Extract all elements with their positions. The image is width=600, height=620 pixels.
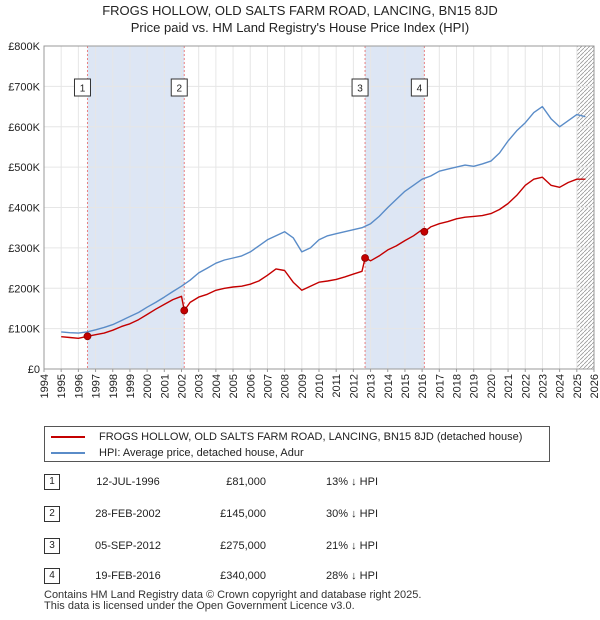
sale-point bbox=[420, 227, 429, 236]
x-tick-label: 2025 bbox=[572, 374, 584, 398]
x-tick-label: 2024 bbox=[555, 374, 567, 398]
price-chart: £0 £100K £200K £300K £400K £500K £600K £700K £80… bbox=[8, 41, 600, 398]
sale-number-badge: 4 bbox=[44, 568, 60, 584]
sale-price: £145,000 bbox=[220, 508, 266, 520]
x-tick-label: 2017 bbox=[434, 374, 446, 398]
sale-date: 05-SEP-2012 bbox=[94, 540, 162, 552]
sale-hpi-diff: 30% ↓ HPI bbox=[326, 508, 378, 520]
footer: Contains HM Land Registry data © Crown c… bbox=[44, 590, 421, 612]
x-tick-label: 1994 bbox=[39, 374, 51, 398]
legend-swatch-property bbox=[51, 436, 85, 438]
sale-marker-label: 4 bbox=[417, 84, 423, 95]
x-tick-label: 2026 bbox=[589, 374, 600, 398]
x-tick-label: 2018 bbox=[452, 374, 464, 398]
x-tick-label: 2006 bbox=[245, 374, 257, 398]
y-tick-label: £200K bbox=[8, 283, 40, 295]
x-tick-label: 1996 bbox=[73, 374, 85, 398]
chart-title: FROGS HOLLOW, OLD SALTS FARM ROAD, LANCI… bbox=[0, 2, 600, 36]
sale-date: 28-FEB-2002 bbox=[95, 508, 161, 520]
x-tick-label: 2001 bbox=[159, 374, 171, 398]
legend: FROGS HOLLOW, OLD SALTS FARM ROAD, LANCI… bbox=[44, 426, 550, 462]
chart-title-line1: FROGS HOLLOW, OLD SALTS FARM ROAD, LANCI… bbox=[102, 3, 498, 18]
sale-row: 1 12-JUL-1996 £81,000 13% ↓ HPI bbox=[44, 472, 564, 492]
x-tick-label: 2014 bbox=[383, 374, 395, 398]
y-tick-label: £800K bbox=[8, 41, 40, 53]
sale-row: 4 19-FEB-2016 £340,000 28% ↓ HPI bbox=[44, 566, 564, 586]
sale-hpi-diff: 13% ↓ HPI bbox=[326, 476, 378, 488]
x-tick-label: 2000 bbox=[142, 374, 154, 398]
chart-title-line2: Price paid vs. HM Land Registry's House … bbox=[130, 20, 470, 35]
x-tick-label: 2004 bbox=[211, 374, 223, 398]
x-tick-label: 2020 bbox=[486, 374, 498, 398]
sale-marker-badge: 3 bbox=[351, 78, 369, 97]
sale-date: 19-FEB-2016 bbox=[95, 570, 161, 582]
sale-price: £340,000 bbox=[220, 570, 266, 582]
x-tick-label: 1999 bbox=[125, 374, 137, 398]
y-tick-label: £400K bbox=[8, 203, 40, 215]
x-tick-label: 2007 bbox=[262, 374, 274, 398]
sale-hpi-diff: 28% ↓ HPI bbox=[326, 570, 378, 582]
x-tick-label: 2002 bbox=[177, 374, 189, 398]
sale-marker-box bbox=[351, 78, 369, 97]
y-tick-label: £700K bbox=[8, 81, 40, 93]
sale-hpi-diff: 21% ↓ HPI bbox=[326, 540, 378, 552]
x-tick-label: 2010 bbox=[314, 374, 326, 398]
x-tick-label: 2011 bbox=[331, 374, 343, 398]
y-tick-label: £100K bbox=[8, 324, 40, 336]
x-tick-label: 2012 bbox=[348, 374, 360, 398]
sale-price: £81,000 bbox=[226, 476, 266, 488]
sale-number-badge: 1 bbox=[44, 474, 60, 490]
y-tick-label: £600K bbox=[8, 122, 40, 134]
sale-row: 3 05-SEP-2012 £275,000 21% ↓ HPI bbox=[44, 536, 564, 556]
sale-point bbox=[361, 254, 369, 262]
sale-marker-badge: 1 bbox=[73, 78, 91, 97]
sale-marker-badge: 2 bbox=[170, 78, 188, 97]
x-tick-label: 2019 bbox=[469, 374, 481, 398]
legend-label-property: FROGS HOLLOW, OLD SALTS FARM ROAD, LANCI… bbox=[99, 431, 523, 443]
x-tick-label: 2009 bbox=[297, 374, 309, 398]
legend-label-hpi: HPI: Average price, detached house, Adur bbox=[99, 447, 304, 459]
x-tick-label: 2022 bbox=[520, 374, 532, 398]
sale-date: 12-JUL-1996 bbox=[96, 476, 160, 488]
sale-point bbox=[83, 332, 92, 341]
sale-marker-label: 2 bbox=[176, 84, 182, 95]
sale-marker-box bbox=[410, 78, 428, 97]
x-tick-label: 2021 bbox=[503, 374, 515, 398]
property-price-line bbox=[61, 176, 586, 339]
x-tick-label: 2015 bbox=[400, 374, 412, 398]
x-tick-label: 2003 bbox=[194, 374, 206, 398]
x-tick-label: 1997 bbox=[91, 374, 103, 398]
y-tick-label: £0 bbox=[28, 364, 40, 376]
x-tick-label: 1998 bbox=[108, 374, 120, 398]
x-tick-label: 2013 bbox=[366, 374, 378, 398]
sale-marker-badge: 4 bbox=[410, 78, 428, 97]
sale-number-badge: 2 bbox=[44, 506, 60, 522]
sale-marker-box bbox=[170, 78, 188, 97]
sale-marker-label: 1 bbox=[80, 84, 86, 95]
legend-swatch-hpi bbox=[51, 452, 85, 454]
sale-price: £275,000 bbox=[220, 540, 266, 552]
sale-number-badge: 3 bbox=[44, 538, 60, 554]
x-tick-label: 1995 bbox=[56, 374, 68, 398]
x-tick-label: 2008 bbox=[280, 374, 292, 398]
x-tick-label: 2016 bbox=[417, 374, 429, 398]
hpi-line bbox=[61, 105, 586, 334]
sale-row: 2 28-FEB-2002 £145,000 30% ↓ HPI bbox=[44, 504, 564, 524]
footer-licence: This data is licensed under the Open Gov… bbox=[44, 600, 355, 612]
y-tick-label: £500K bbox=[8, 162, 40, 174]
footer-copyright: Contains HM Land Registry data © Crown c… bbox=[44, 589, 422, 601]
sale-marker-label: 3 bbox=[357, 84, 363, 95]
y-tick-label: £300K bbox=[8, 243, 40, 255]
x-tick-label: 2005 bbox=[228, 374, 240, 398]
sale-point bbox=[180, 306, 189, 315]
sale-marker-box bbox=[73, 78, 91, 97]
x-tick-label: 2023 bbox=[537, 374, 549, 398]
